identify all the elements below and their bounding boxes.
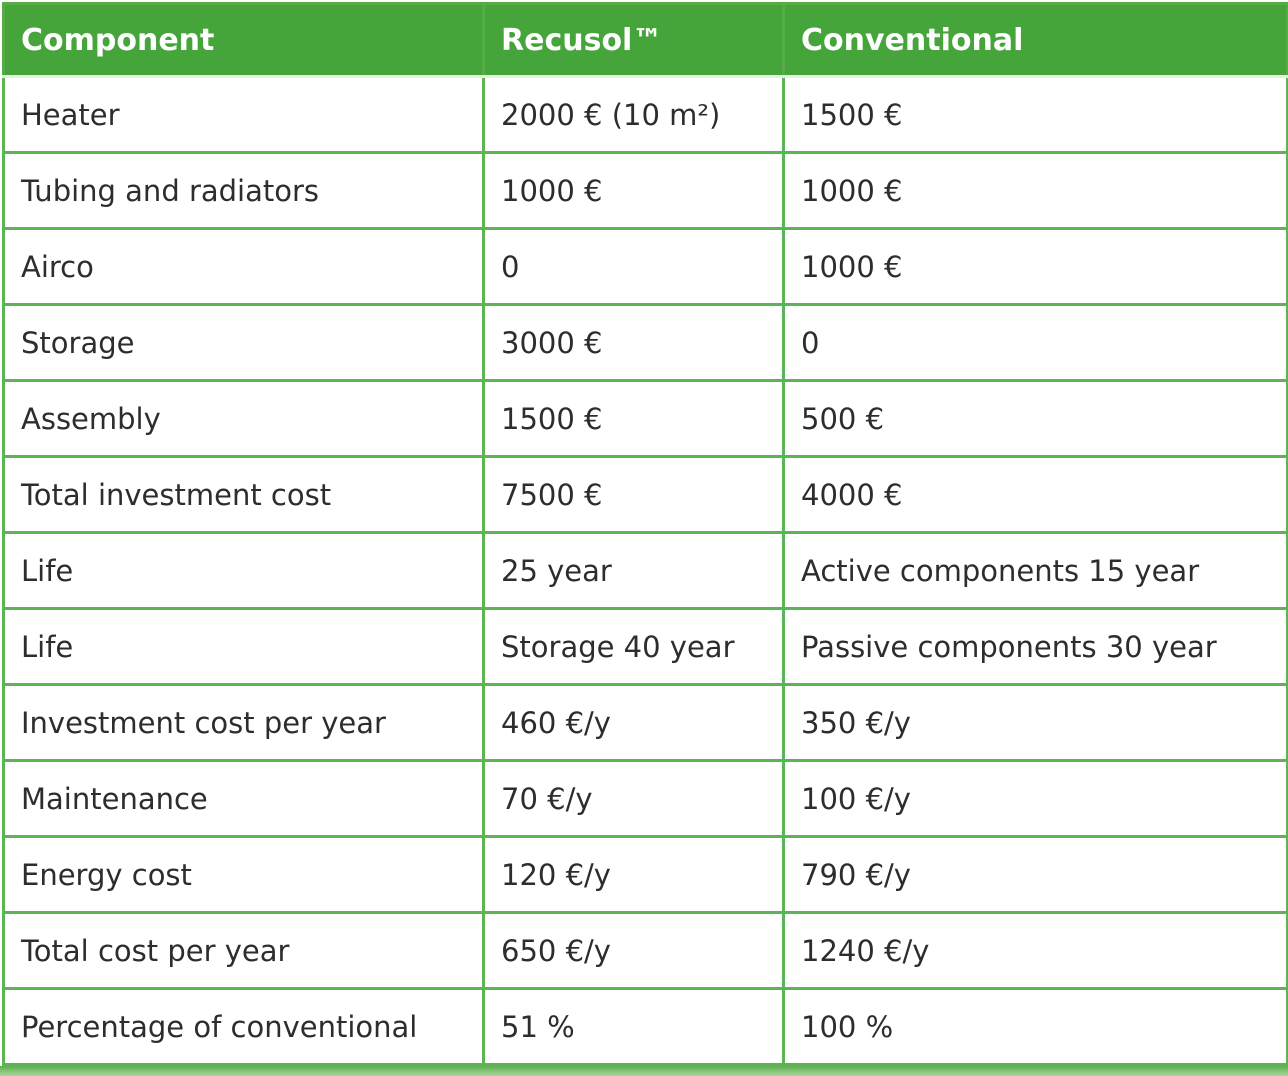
column-header-component: Component: [2, 2, 485, 78]
cell-component: Energy cost: [2, 835, 485, 914]
table-row: Energy cost 120 €/y 790 €/y: [2, 835, 1288, 914]
cell-component: Life: [2, 531, 485, 610]
cell-conventional: 100 %: [782, 987, 1288, 1066]
table-row: Storage 3000 € 0: [2, 303, 1288, 382]
cell-recusol: 2000 € (10 m²): [482, 75, 785, 154]
cell-recusol: 460 €/y: [482, 683, 785, 762]
cell-recusol: 7500 €: [482, 455, 785, 534]
cell-recusol: 25 year: [482, 531, 785, 610]
cell-recusol: 120 €/y: [482, 835, 785, 914]
table-row: Total investment cost 7500 € 4000 €: [2, 455, 1288, 534]
cell-conventional: 4000 €: [782, 455, 1288, 534]
cell-component: Percentage of conventional: [2, 987, 485, 1066]
cell-component: Assembly: [2, 379, 485, 458]
bottom-accent-bar: [0, 1066, 1288, 1076]
cell-conventional: 1000 €: [782, 227, 1288, 306]
cell-recusol: 650 €/y: [482, 911, 785, 990]
cell-conventional: 100 €/y: [782, 759, 1288, 838]
table-row: Tubing and radiators 1000 € 1000 €: [2, 151, 1288, 230]
cell-conventional: 500 €: [782, 379, 1288, 458]
cell-component: Total investment cost: [2, 455, 485, 534]
cell-component: Storage: [2, 303, 485, 382]
cell-component: Tubing and radiators: [2, 151, 485, 230]
cell-recusol: 70 €/y: [482, 759, 785, 838]
cell-component: Maintenance: [2, 759, 485, 838]
table-row: Life Storage 40 year Passive components …: [2, 607, 1288, 686]
cell-recusol: Storage 40 year: [482, 607, 785, 686]
cell-conventional: 1000 €: [782, 151, 1288, 230]
cell-recusol: 3000 €: [482, 303, 785, 382]
cell-conventional: 1240 €/y: [782, 911, 1288, 990]
cell-conventional: 0: [782, 303, 1288, 382]
cell-component: Total cost per year: [2, 911, 485, 990]
cell-component: Life: [2, 607, 485, 686]
table-row: Investment cost per year 460 €/y 350 €/y: [2, 683, 1288, 762]
table-row: Heater 2000 € (10 m²) 1500 €: [2, 75, 1288, 154]
cell-recusol: 0: [482, 227, 785, 306]
cell-conventional: Passive components 30 year: [782, 607, 1288, 686]
table-row: Life 25 year Active components 15 year: [2, 531, 1288, 610]
cell-recusol: 51 %: [482, 987, 785, 1066]
table-row: Maintenance 70 €/y 100 €/y: [2, 759, 1288, 838]
table-row: Percentage of conventional 51 % 100 %: [2, 987, 1288, 1066]
cell-recusol: 1500 €: [482, 379, 785, 458]
table-row: Assembly 1500 € 500 €: [2, 379, 1288, 458]
column-header-conventional: Conventional: [782, 2, 1288, 78]
cell-component: Investment cost per year: [2, 683, 485, 762]
table-row: Airco 0 1000 €: [2, 227, 1288, 306]
cell-conventional: 350 €/y: [782, 683, 1288, 762]
cell-conventional: Active components 15 year: [782, 531, 1288, 610]
cell-conventional: 1500 €: [782, 75, 1288, 154]
cell-component: Airco: [2, 227, 485, 306]
cell-conventional: 790 €/y: [782, 835, 1288, 914]
table-row: Total cost per year 650 €/y 1240 €/y: [2, 911, 1288, 990]
column-header-recusol: Recusol™: [482, 2, 785, 78]
cell-recusol: 1000 €: [482, 151, 785, 230]
header-row: Component Recusol™ Conventional: [2, 2, 1288, 78]
cell-component: Heater: [2, 75, 485, 154]
